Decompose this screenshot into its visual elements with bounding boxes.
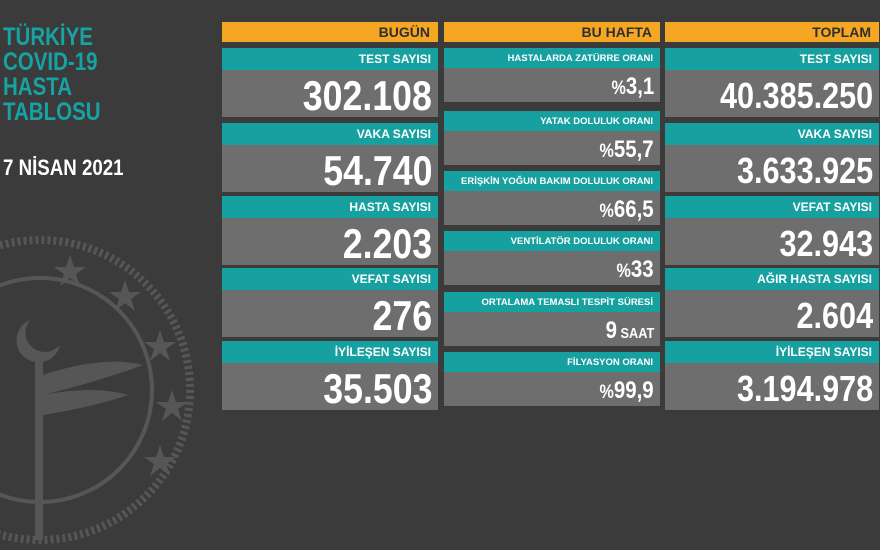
stat-card: VAKA SAYISI 54.740	[222, 123, 438, 192]
stat-value: %3,1	[444, 68, 660, 102]
value-text: 2.203	[342, 220, 432, 265]
stat-card: İYİLEŞEN SAYISI 3.194.978	[665, 341, 879, 410]
percent-sign: %	[611, 78, 626, 99]
stat-value: 40.385.250	[665, 70, 879, 117]
value-text: 3.194.978	[736, 368, 873, 409]
column-header: BUGÜN	[222, 22, 438, 42]
stat-value: 32.943	[665, 218, 879, 265]
stat-label: YATAK DOLULUK ORANI	[444, 111, 660, 131]
stat-value: 54.740	[222, 145, 438, 192]
stat-label: TEST SAYISI	[665, 48, 879, 70]
stat-card: VENTİLATÖR DOLULUK ORANI %33	[444, 231, 660, 285]
stat-value: 9 SAAT	[444, 312, 660, 346]
value-text: 3.633.925	[736, 150, 873, 191]
stat-card: HASTALARDA ZATÜRRE ORANI %3,1	[444, 48, 660, 102]
stat-card: ERİŞKİN YOĞUN BAKIM DOLULUK ORANI %66,5	[444, 171, 660, 225]
stat-value: %33	[444, 251, 660, 285]
stat-value: %55,7	[444, 131, 660, 165]
stat-value: 302.108	[222, 70, 438, 117]
value-text: 9	[605, 317, 617, 344]
stat-label: İYİLEŞEN SAYISI	[222, 341, 438, 363]
percent-sign: %	[599, 201, 615, 222]
today-column: BUGÜN TEST SAYISI 302.108 VAKA SAYISI 54…	[222, 22, 438, 412]
stat-label: İYİLEŞEN SAYISI	[665, 341, 879, 363]
page-title: TÜRKİYE COVID-19 HASTA TABLOSU	[3, 25, 101, 125]
stat-card: HASTA SAYISI 2.203	[222, 196, 438, 265]
value-text: 302.108	[302, 72, 432, 117]
stat-value: 2.604	[665, 290, 879, 337]
stat-label: TEST SAYISI	[222, 48, 438, 70]
stat-value: 2.203	[222, 218, 438, 265]
column-header: BU HAFTA	[444, 22, 660, 42]
stat-value: 35.503	[222, 363, 438, 410]
percent-sign: %	[599, 141, 615, 162]
total-column: TOPLAM TEST SAYISI 40.385.250 VAKA SAYIS…	[665, 22, 879, 412]
stat-value: %66,5	[444, 191, 660, 225]
value-text: 35.503	[322, 365, 432, 410]
title-line: COVID-19	[3, 48, 98, 76]
ministry-emblem-icon	[0, 236, 194, 544]
week-column: BU HAFTA HASTALARDA ZATÜRRE ORANI %3,1 Y…	[444, 22, 660, 412]
value-text: 66,5	[614, 196, 654, 223]
stat-label: VEFAT SAYISI	[665, 196, 879, 218]
stat-value: 3.633.925	[665, 145, 879, 192]
title-line: HASTA	[3, 73, 73, 101]
stat-label: ERİŞKİN YOĞUN BAKIM DOLULUK ORANI	[444, 171, 660, 191]
stat-card: AĞIR HASTA SAYISI 2.604	[665, 268, 879, 337]
stat-card: TEST SAYISI 40.385.250	[665, 48, 879, 117]
stat-label: ORTALAMA TEMASLI TESPİT SÜRESİ	[444, 292, 660, 312]
value-text: 33	[631, 256, 654, 283]
value-text: 99,9	[614, 377, 654, 404]
stat-label: VAKA SAYISI	[665, 123, 879, 145]
percent-sign: %	[599, 382, 615, 403]
percent-sign: %	[616, 261, 632, 282]
stat-value: %99,9	[444, 372, 660, 406]
stat-card: VAKA SAYISI 3.633.925	[665, 123, 879, 192]
column-header: TOPLAM	[665, 22, 879, 42]
value-text: 2.604	[796, 295, 873, 336]
stat-card: FİLYASYON ORANI %99,9	[444, 352, 660, 406]
value-text: 32.943	[779, 223, 873, 264]
stat-label: VENTİLATÖR DOLULUK ORANI	[444, 231, 660, 251]
stat-label: VEFAT SAYISI	[222, 268, 438, 290]
unit-text: SAAT	[616, 325, 654, 342]
value-text: 276	[372, 292, 432, 337]
stat-card: VEFAT SAYISI 276	[222, 268, 438, 337]
title-line: TABLOSU	[3, 98, 101, 126]
stat-label: HASTA SAYISI	[222, 196, 438, 218]
stat-label: VAKA SAYISI	[222, 123, 438, 145]
value-text: 55,7	[614, 136, 654, 163]
stat-card: YATAK DOLULUK ORANI %55,7	[444, 111, 660, 165]
report-date: 7 NİSAN 2021	[3, 155, 124, 180]
stat-card: VEFAT SAYISI 32.943	[665, 196, 879, 265]
title-line: TÜRKİYE	[3, 23, 93, 51]
stat-value: 276	[222, 290, 438, 337]
stat-card: ORTALAMA TEMASLI TESPİT SÜRESİ 9 SAAT	[444, 292, 660, 346]
stat-value: 3.194.978	[665, 363, 879, 410]
stat-label: AĞIR HASTA SAYISI	[665, 268, 879, 290]
stat-label: FİLYASYON ORANI	[444, 352, 660, 372]
value-text: 3,1	[625, 73, 654, 100]
value-text: 54.740	[322, 147, 432, 192]
stat-card: TEST SAYISI 302.108	[222, 48, 438, 117]
stat-label: HASTALARDA ZATÜRRE ORANI	[444, 48, 660, 68]
value-text: 40.385.250	[719, 75, 873, 116]
stat-card: İYİLEŞEN SAYISI 35.503	[222, 341, 438, 410]
